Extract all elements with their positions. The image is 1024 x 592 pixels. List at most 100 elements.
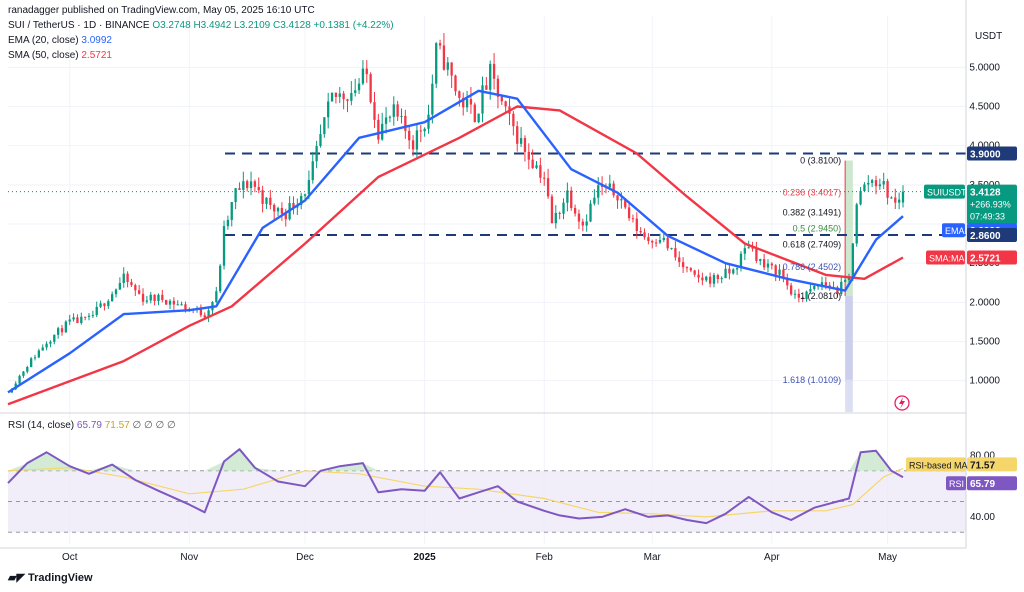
candle-body	[643, 232, 646, 238]
candle-body	[882, 181, 885, 185]
horizontal-levels[interactable]	[8, 152, 966, 236]
sma50-line	[7, 105, 904, 406]
rsi-band	[8, 470, 966, 533]
rsi-line	[7, 448, 904, 525]
candle-body	[168, 300, 172, 305]
currency-label[interactable]: USDT	[975, 30, 1002, 43]
rsi-overbought-fill-5	[89, 464, 113, 471]
candle-2024-11-25	[280, 202, 284, 221]
candle-2024-12-25	[396, 100, 399, 121]
candle-2024-10-02	[72, 313, 75, 322]
candle-2025-03-02	[654, 238, 658, 247]
candle-2025-04-22	[851, 243, 855, 282]
price-tick-4.5000: 4.5000	[969, 102, 1000, 113]
candle-2024-10-07	[91, 310, 95, 318]
candle-body	[354, 90, 357, 93]
candle-2024-10-01	[68, 314, 71, 326]
candle-body	[64, 321, 68, 333]
candle-2024-10-16	[126, 271, 129, 288]
candle-2024-10-30	[180, 301, 183, 306]
candle-body	[95, 306, 98, 316]
fib-zone-0.236	[845, 160, 853, 193]
candle-body	[585, 221, 588, 226]
candle-2025-01-15	[477, 113, 480, 124]
rsi-ma-legend-value: 71.57	[104, 420, 130, 431]
candle-body	[60, 328, 64, 333]
candle-2024-10-08	[95, 301, 98, 318]
suiusdt-tag-label-bg	[924, 184, 965, 199]
candle-body	[473, 104, 476, 123]
ema-legend[interactable]: EMA (20, close) 3.0992	[8, 34, 112, 47]
candle-body	[99, 303, 102, 307]
candle-2024-09-20	[26, 365, 29, 374]
candle-2025-01-06	[442, 33, 446, 71]
candle-body	[897, 199, 901, 203]
candle-2024-11-04	[199, 304, 203, 318]
candle-body	[165, 299, 168, 305]
time-tick-may: May	[878, 552, 897, 563]
candle-2024-09-21	[29, 357, 33, 368]
candle-2025-01-12	[465, 90, 469, 112]
symbol-line[interactable]: SUI / TetherUS · 1D · BINANCE O3.2748 H3…	[8, 19, 394, 32]
candle-2024-10-05	[83, 316, 87, 321]
candle-body	[793, 293, 797, 295]
candle-body	[203, 315, 206, 318]
candle-body	[894, 197, 897, 203]
fib-label-0.236: 0.236 (3.4017)	[783, 188, 842, 198]
candle-2024-11-21	[265, 197, 268, 210]
candle-body	[697, 274, 700, 278]
time-tick-2025: 2025	[414, 552, 437, 563]
candle-2024-12-14	[354, 78, 357, 97]
candle-body	[269, 197, 272, 205]
candle-2024-10-19	[138, 284, 141, 295]
candle-body	[708, 276, 712, 284]
candle-2025-05-05	[901, 185, 905, 208]
candle-body	[786, 277, 789, 286]
candle-2025-04-09	[801, 296, 804, 303]
candle-2025-01-17	[485, 76, 488, 90]
candle-2025-04-30	[882, 172, 885, 190]
sma-legend[interactable]: SMA (50, close) 2.5721	[8, 49, 112, 62]
candle-2025-03-16	[708, 272, 712, 288]
candle-body	[824, 282, 828, 286]
candle-body	[840, 281, 843, 295]
candle-body	[570, 190, 573, 208]
candle-2025-01-21	[500, 95, 503, 105]
candle-2025-02-11	[581, 218, 584, 232]
rsi-tick-80.00: 80.00	[970, 450, 995, 461]
candle-body	[554, 212, 557, 224]
candle-body	[45, 343, 48, 348]
candle-body	[134, 285, 137, 291]
candle-body	[284, 213, 287, 220]
candle-body	[581, 221, 584, 226]
candle-body	[597, 185, 600, 198]
candle-2025-01-24	[512, 111, 515, 136]
candle-2025-02-01	[543, 171, 546, 186]
candle-2024-10-29	[176, 300, 179, 306]
candle-2024-11-13	[234, 187, 237, 210]
candle-2024-09-29	[60, 324, 64, 336]
candle-body	[361, 68, 365, 84]
candle-body	[689, 268, 692, 271]
candle-body	[778, 269, 781, 275]
candle-body	[273, 204, 276, 212]
rsi-overbought-fill-43	[860, 450, 876, 471]
candle-body	[651, 240, 654, 243]
candle-body	[797, 293, 800, 298]
candle-body	[747, 247, 750, 249]
candle-body	[535, 165, 538, 169]
rsi-legend[interactable]: RSI (14, close) 65.79 71.57 ∅ ∅ ∅ ∅	[8, 419, 176, 432]
candle-2024-12-15	[357, 78, 361, 95]
tradingview-logo[interactable]: ▰◤ TradingView	[8, 571, 93, 584]
candle-2025-05-04	[897, 192, 901, 210]
candle-body	[384, 117, 388, 124]
candle-2025-03-19	[720, 276, 723, 284]
candle-body	[41, 347, 44, 351]
candle-body	[149, 294, 152, 301]
candle-2025-02-09	[573, 204, 577, 217]
misc-icons[interactable]	[894, 395, 910, 411]
candle-2025-01-05	[438, 39, 442, 50]
candle-body	[114, 289, 118, 295]
candle-2024-12-04	[315, 140, 318, 169]
